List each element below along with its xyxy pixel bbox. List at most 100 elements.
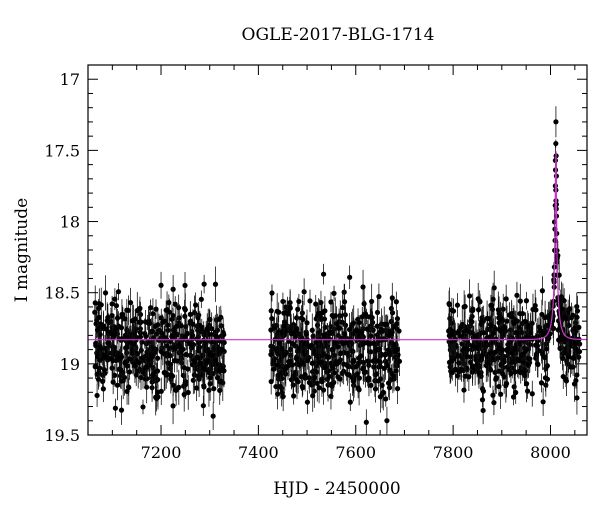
data-point <box>316 359 322 366</box>
data-point <box>333 321 340 327</box>
data-point <box>390 342 396 348</box>
data-point <box>514 292 520 298</box>
y-axis-label: I magnitude <box>12 198 32 302</box>
data-point <box>109 331 116 337</box>
data-point <box>523 381 530 387</box>
data-point <box>370 358 376 364</box>
data-point <box>467 323 473 329</box>
data-point <box>493 375 499 381</box>
data-point <box>480 407 486 414</box>
data-point <box>391 373 397 379</box>
data-point <box>269 290 275 296</box>
data-point <box>346 372 352 378</box>
data-point <box>570 355 577 361</box>
data-point <box>352 328 358 334</box>
data-point <box>137 334 144 340</box>
data-point <box>376 378 382 384</box>
data-point <box>488 322 494 329</box>
data-point <box>158 282 164 288</box>
data-point <box>279 389 285 396</box>
data-point <box>143 364 149 370</box>
data-point <box>164 343 170 349</box>
data-point <box>201 281 207 287</box>
data-point <box>321 316 328 322</box>
y-tick-label: 17 <box>60 70 80 89</box>
data-point <box>395 352 401 358</box>
data-point <box>109 365 115 371</box>
data-point <box>210 413 216 419</box>
data-point <box>206 387 212 393</box>
data-point <box>461 329 467 336</box>
data-point <box>220 367 226 374</box>
data-point <box>103 326 109 332</box>
data-point <box>316 310 322 316</box>
data-point <box>182 282 188 289</box>
data-point <box>300 385 306 391</box>
data-point <box>574 314 580 320</box>
data-point <box>360 284 366 290</box>
data-point <box>385 380 392 386</box>
data-point <box>301 289 307 295</box>
data-point <box>446 333 452 339</box>
data-point <box>461 387 467 393</box>
data-point <box>480 388 487 394</box>
data-point <box>394 386 401 392</box>
x-tick-label: 7800 <box>433 443 474 462</box>
data-point <box>462 303 468 310</box>
data-point <box>144 384 150 390</box>
data-point <box>127 356 133 362</box>
data-point <box>493 326 499 332</box>
data-point <box>113 357 119 364</box>
data-point <box>446 301 452 307</box>
data-point <box>101 367 108 373</box>
data-point <box>268 308 274 314</box>
data-point <box>466 374 472 380</box>
data-point <box>362 312 368 319</box>
data-point <box>182 380 188 386</box>
data-point <box>190 321 196 327</box>
y-axis: 17 17.5 18 18.5 19 19.5 <box>44 70 587 445</box>
data-point <box>150 372 156 378</box>
data-point <box>329 364 336 370</box>
data-point <box>145 319 151 326</box>
data-point <box>510 394 517 400</box>
data-point <box>316 385 322 391</box>
data-point <box>296 298 302 305</box>
data-point <box>347 274 353 280</box>
data-point <box>110 379 116 385</box>
data-point <box>193 302 199 308</box>
data-point <box>385 362 391 369</box>
data-point <box>520 351 526 357</box>
data-point <box>545 336 551 342</box>
data-point <box>502 324 508 331</box>
data-point <box>523 298 530 304</box>
data-point <box>120 378 126 384</box>
data-point <box>566 322 572 329</box>
data-point <box>305 357 311 364</box>
data-point <box>112 405 119 411</box>
data-point <box>459 341 465 347</box>
data-point <box>290 340 296 347</box>
data-point <box>149 354 155 360</box>
data-point <box>183 351 189 358</box>
data-point <box>185 389 191 396</box>
data-point <box>270 366 277 372</box>
x-axis-label: HJD - 2450000 <box>273 479 401 499</box>
data-point <box>449 358 455 364</box>
data-point <box>201 383 207 389</box>
data-point <box>469 364 476 371</box>
data-point <box>204 326 210 332</box>
data-point <box>182 313 188 319</box>
data-point <box>274 362 280 368</box>
data-point <box>203 347 209 354</box>
data-point <box>167 353 173 359</box>
data-point <box>504 353 511 359</box>
data-point <box>569 364 575 370</box>
data-point <box>203 339 210 345</box>
data-point <box>469 307 475 314</box>
data-point <box>195 315 201 321</box>
model-curve <box>88 151 587 341</box>
data-point <box>139 355 145 361</box>
data-point <box>350 378 356 384</box>
data-point <box>219 347 225 353</box>
